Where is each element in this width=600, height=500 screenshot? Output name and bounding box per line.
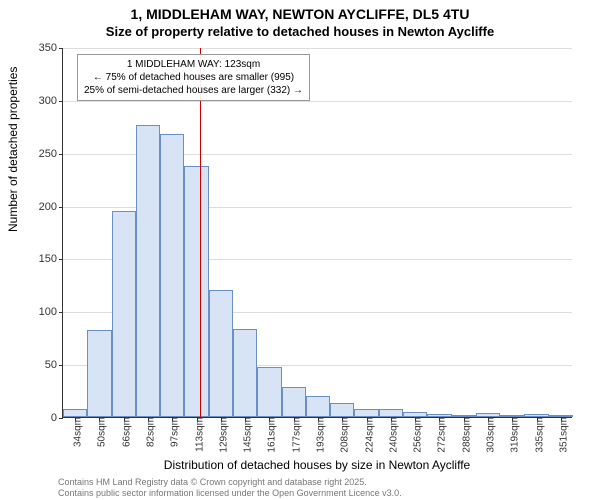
plot-area: 05010015020025030035034sqm50sqm66sqm82sq… <box>62 48 572 418</box>
y-tick-label: 0 <box>51 412 63 424</box>
x-tick-label: 335sqm <box>528 417 545 453</box>
histogram-bar <box>112 211 136 417</box>
x-axis-label: Distribution of detached houses by size … <box>62 458 572 472</box>
title-line1: 1, MIDDLEHAM WAY, NEWTON AYCLIFFE, DL5 4… <box>0 6 600 24</box>
histogram-bar <box>306 396 330 417</box>
annotation-box: 1 MIDDLEHAM WAY: 123sqm← 75% of detached… <box>77 54 310 101</box>
x-tick-label: 240sqm <box>382 417 399 453</box>
x-tick-label: 288sqm <box>455 417 472 453</box>
histogram-bar <box>282 387 306 417</box>
y-tick-label: 250 <box>39 148 63 160</box>
x-tick-label: 224sqm <box>358 417 375 453</box>
attribution-line2: Contains public sector information licen… <box>58 488 402 499</box>
x-tick-label: 193sqm <box>310 417 327 453</box>
y-tick-label: 350 <box>39 42 63 54</box>
marker-line <box>200 48 201 417</box>
histogram-bar <box>184 166 208 417</box>
y-tick-label: 50 <box>45 359 63 371</box>
y-tick-label: 200 <box>39 201 63 213</box>
y-tick-label: 100 <box>39 306 63 318</box>
x-tick-label: 256sqm <box>407 417 424 453</box>
x-tick-label: 129sqm <box>212 417 229 453</box>
histogram-bar <box>87 330 111 417</box>
x-tick-label: 34sqm <box>67 417 84 447</box>
x-tick-label: 351sqm <box>552 417 569 453</box>
x-tick-label: 272sqm <box>431 417 448 453</box>
x-tick-label: 97sqm <box>164 417 181 447</box>
title-line2: Size of property relative to detached ho… <box>0 24 600 40</box>
x-tick-label: 50sqm <box>91 417 108 447</box>
chart-title: 1, MIDDLEHAM WAY, NEWTON AYCLIFFE, DL5 4… <box>0 0 600 40</box>
histogram-bar <box>379 409 403 417</box>
x-tick-label: 145sqm <box>237 417 254 453</box>
histogram-bar <box>63 409 87 417</box>
attribution: Contains HM Land Registry data © Crown c… <box>58 477 402 499</box>
histogram-bar <box>209 290 233 417</box>
x-tick-label: 303sqm <box>480 417 497 453</box>
histogram-bar <box>257 367 281 417</box>
annotation-line3: 25% of semi-detached houses are larger (… <box>84 84 303 97</box>
x-tick-label: 113sqm <box>188 417 205 452</box>
x-tick-label: 177sqm <box>285 417 302 453</box>
histogram-bar <box>136 125 160 417</box>
histogram-bar <box>354 409 378 417</box>
x-tick-label: 82sqm <box>140 417 157 447</box>
x-tick-label: 319sqm <box>504 417 521 453</box>
annotation-line1: 1 MIDDLEHAM WAY: 123sqm <box>84 58 303 71</box>
y-tick-label: 300 <box>39 95 63 107</box>
annotation-line2: ← 75% of detached houses are smaller (99… <box>84 71 303 84</box>
histogram-bar <box>233 329 257 417</box>
histogram-bar <box>330 403 354 417</box>
x-tick-label: 66sqm <box>115 417 132 447</box>
x-tick-label: 208sqm <box>334 417 351 453</box>
attribution-line1: Contains HM Land Registry data © Crown c… <box>58 477 402 488</box>
x-tick-label: 161sqm <box>261 417 278 453</box>
chart-container: 1, MIDDLEHAM WAY, NEWTON AYCLIFFE, DL5 4… <box>0 0 600 500</box>
histogram-bar <box>160 134 184 417</box>
y-axis-label: Number of detached properties <box>6 67 20 232</box>
y-tick-label: 150 <box>39 253 63 265</box>
gridline <box>63 48 572 49</box>
